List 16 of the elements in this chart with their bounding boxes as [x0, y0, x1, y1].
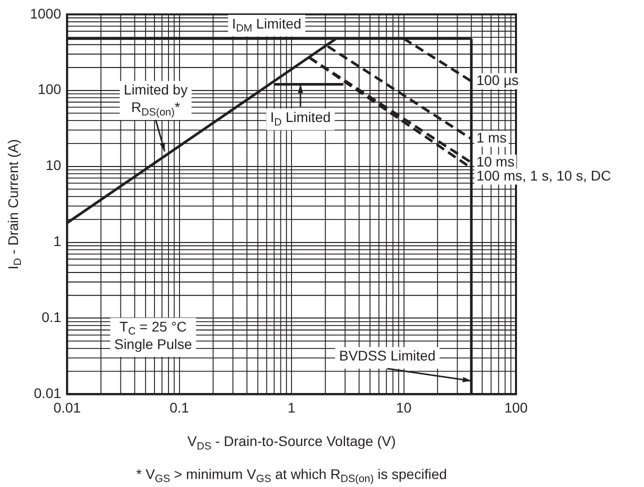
y-tick-label: 1000 [30, 5, 62, 22]
x-tick-label: 10 [396, 399, 412, 416]
y-axis-title: ID - Drain Current (A) [4, 139, 24, 270]
y-tick-label: 10 [46, 157, 62, 174]
x-tick-label: 0.1 [170, 399, 190, 416]
series-label: 100 µs [476, 72, 519, 88]
x-tick-label: 100 [504, 399, 528, 416]
series-label: 1 ms [476, 130, 507, 146]
series-label: 100 ms, 1 s, 10 s, DC [476, 167, 611, 184]
y-tick-label: 0.01 [34, 385, 62, 402]
series-label: 10 ms [476, 153, 514, 170]
y-tick-label: 1 [53, 233, 62, 250]
y-tick-label: 0.1 [42, 309, 62, 326]
y-tick-label: 100 [38, 81, 62, 98]
annotation: BVDSS Limited [339, 348, 436, 364]
x-tick-label: 1 [288, 399, 296, 416]
